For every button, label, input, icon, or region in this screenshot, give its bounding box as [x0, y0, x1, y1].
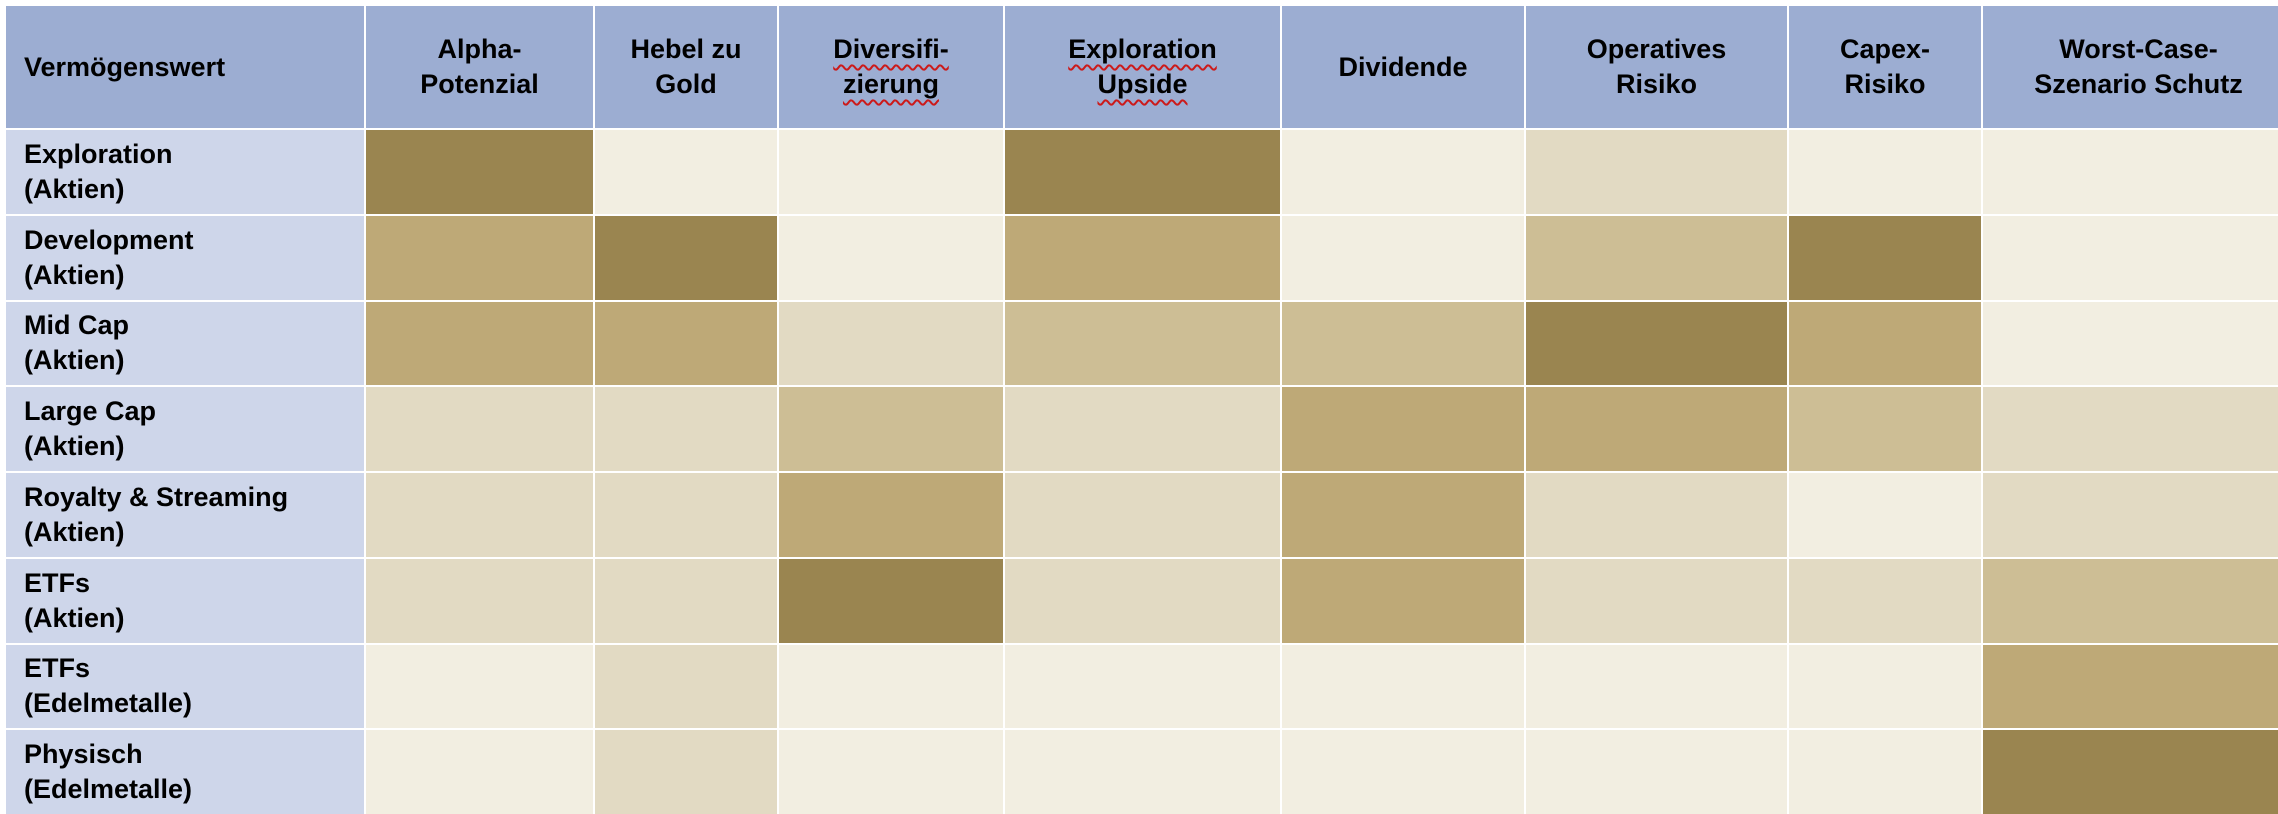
- heat-cell: [1005, 130, 1280, 214]
- heat-cell: [366, 130, 593, 214]
- heat-cell: [1983, 473, 2278, 557]
- heat-cell: [595, 215, 777, 300]
- heat-cell: [1789, 644, 1981, 729]
- row-label: ETFs (Aktien): [6, 558, 364, 643]
- heat-cell: [366, 215, 593, 300]
- heat-cell: [1526, 130, 1787, 214]
- heat-cell: [1282, 644, 1524, 729]
- heat-cell: [1526, 473, 1787, 557]
- heat-cell: [1983, 730, 2278, 814]
- column-header: Capex- Risiko: [1789, 6, 1981, 128]
- column-header-label: Dividende: [1338, 51, 1468, 82]
- heat-cell: [366, 730, 593, 814]
- heat-cell: [595, 387, 777, 471]
- heat-cell: [1005, 387, 1280, 471]
- heat-cell: [1282, 558, 1524, 643]
- heat-cell: [1282, 387, 1524, 471]
- heat-cell: [1789, 301, 1981, 386]
- heat-cell: [1526, 387, 1787, 471]
- column-header: Dividende: [1282, 6, 1524, 128]
- heat-cell: [1789, 387, 1981, 471]
- heat-cell: [1983, 301, 2278, 386]
- column-header: Hebel zu Gold: [595, 6, 777, 128]
- column-header-label: Diversifi- zierung: [833, 34, 949, 99]
- heat-cell: [779, 387, 1003, 471]
- heat-cell: [1789, 558, 1981, 643]
- heat-cell: [1005, 301, 1280, 386]
- column-header: Operatives Risiko: [1526, 6, 1787, 128]
- heat-cell: [1983, 130, 2278, 214]
- row-label: Physisch (Edelmetalle): [6, 730, 364, 814]
- heat-cell: [779, 130, 1003, 214]
- row-label: Large Cap (Aktien): [6, 387, 364, 471]
- heat-cell: [779, 215, 1003, 300]
- heat-cell: [366, 301, 593, 386]
- column-header-label: Capex- Risiko: [1839, 34, 1931, 99]
- heat-cell: [1983, 387, 2278, 471]
- column-header-label: Operatives Risiko: [1586, 34, 1727, 99]
- heat-cell: [779, 730, 1003, 814]
- heat-cell: [595, 730, 777, 814]
- heat-cell: [1526, 644, 1787, 729]
- asset-comparison-table: Vermögenswert Alpha- Potenzial Hebel zu Go…: [6, 6, 2278, 814]
- heat-cell: [1983, 644, 2278, 729]
- heat-cell: [1983, 558, 2278, 643]
- heat-cell: [1005, 558, 1280, 643]
- heat-cell: [1282, 730, 1524, 814]
- column-header: Alpha- Potenzial: [366, 6, 593, 128]
- column-header: Exploration Upside: [1005, 6, 1280, 128]
- heat-cell: [366, 387, 593, 471]
- heat-cell: [1789, 730, 1981, 814]
- heat-cell: [779, 644, 1003, 729]
- column-header-label: Alpha- Potenzial: [420, 34, 539, 99]
- heat-cell: [1005, 730, 1280, 814]
- row-label: ETFs (Edelmetalle): [6, 644, 364, 729]
- heat-cell: [1526, 558, 1787, 643]
- heat-cell: [1789, 473, 1981, 557]
- header-corner-label: Vermögenswert: [6, 6, 364, 128]
- heat-cell: [366, 644, 593, 729]
- column-header-label: Exploration Upside: [1068, 34, 1217, 99]
- heat-cell: [595, 644, 777, 729]
- heat-cell: [1005, 473, 1280, 557]
- heat-cell: [1005, 215, 1280, 300]
- heat-cell: [1282, 130, 1524, 214]
- heat-cell: [1789, 215, 1981, 300]
- row-label: Development (Aktien): [6, 215, 364, 300]
- heat-cell: [1526, 301, 1787, 386]
- heat-cell: [1526, 215, 1787, 300]
- heat-cell: [1282, 301, 1524, 386]
- heat-cell: [1005, 644, 1280, 729]
- column-header: Worst-Case- Szenario Schutz: [1983, 6, 2278, 128]
- heat-cell: [366, 558, 593, 643]
- heat-cell: [366, 473, 593, 557]
- heat-cell: [779, 473, 1003, 557]
- heat-cell: [595, 130, 777, 214]
- heat-cell: [1983, 215, 2278, 300]
- heat-cell: [595, 558, 777, 643]
- heat-cell: [779, 301, 1003, 386]
- heat-cell: [1526, 730, 1787, 814]
- heat-cell: [1789, 130, 1981, 214]
- column-header-label: Hebel zu Gold: [630, 34, 742, 99]
- column-header: Diversifi- zierung: [779, 6, 1003, 128]
- heat-cell: [779, 558, 1003, 643]
- heat-cell: [1282, 215, 1524, 300]
- heat-cell: [595, 473, 777, 557]
- heat-cell: [1282, 473, 1524, 557]
- row-label: Mid Cap (Aktien): [6, 301, 364, 386]
- row-label: Royalty & Streaming (Aktien): [6, 473, 364, 557]
- heat-cell: [595, 301, 777, 386]
- column-header-label: Worst-Case- Szenario Schutz: [2034, 34, 2243, 99]
- row-label: Exploration (Aktien): [6, 130, 364, 214]
